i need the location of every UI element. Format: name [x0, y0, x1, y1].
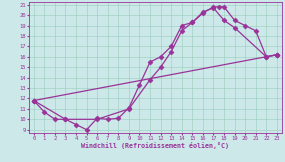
X-axis label: Windchill (Refroidissement éolien,°C): Windchill (Refroidissement éolien,°C) — [81, 142, 229, 149]
